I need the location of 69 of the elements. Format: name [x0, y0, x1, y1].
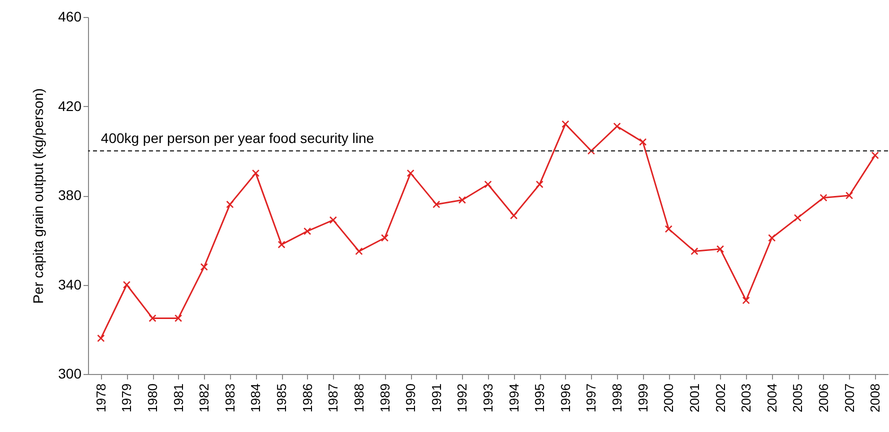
x-tick-label: 1996 — [558, 384, 573, 412]
point — [380, 234, 389, 242]
x-tick-label: 2004 — [764, 384, 780, 412]
x-tick-label: 1997 — [584, 384, 599, 412]
point — [174, 314, 182, 322]
x-tick-label: 2007 — [842, 384, 857, 412]
point — [664, 225, 672, 233]
x-tick-label: 1978 — [93, 384, 108, 412]
x-tick-label: 1994 — [506, 384, 522, 412]
x-tick-label: 1983 — [222, 384, 238, 412]
x-tick-label: 1993 — [480, 384, 496, 412]
point — [252, 169, 260, 177]
point — [562, 120, 570, 128]
x-tick-label: 1991 — [428, 384, 444, 412]
point — [536, 180, 544, 188]
point — [355, 247, 363, 256]
point — [304, 227, 312, 236]
point — [510, 212, 518, 220]
x-tick-label: 1988 — [351, 384, 366, 412]
point — [200, 263, 208, 271]
point — [742, 296, 750, 304]
x-tick-label: 1999 — [635, 384, 650, 412]
x-tick-label: 2002 — [712, 384, 728, 412]
x-tick-label: 2001 — [686, 384, 702, 412]
x-tick-label: 2003 — [738, 384, 754, 412]
point — [768, 234, 776, 242]
x-tick-label: 2005 — [790, 384, 806, 412]
x-tick-label: 1995 — [532, 384, 548, 412]
x-tick-label: 2006 — [816, 384, 831, 412]
point — [639, 138, 647, 146]
point — [458, 196, 466, 204]
point — [716, 245, 724, 253]
point — [406, 169, 414, 177]
point — [820, 194, 828, 202]
x-tick-label: 1986 — [300, 384, 315, 412]
y-tick-label: 460 — [58, 8, 82, 24]
x-tick-label: 1980 — [145, 384, 160, 412]
point — [794, 214, 802, 222]
x-tick-label: 1998 — [610, 384, 625, 412]
y-axis-title: Per capita grain output (kg/person) — [30, 88, 46, 304]
point — [148, 314, 156, 322]
point — [278, 240, 286, 248]
point — [845, 192, 854, 200]
point — [97, 334, 105, 342]
x-tick-label: 1982 — [196, 384, 212, 412]
x-tick-label: 1984 — [248, 384, 264, 412]
point — [587, 147, 596, 155]
point — [613, 122, 621, 130]
y-tick-label: 420 — [58, 98, 82, 114]
y-tick-label: 300 — [58, 366, 82, 382]
y-tick-label: 380 — [58, 187, 82, 203]
point — [484, 180, 492, 188]
point — [226, 200, 234, 208]
x-tick-label: 1992 — [454, 384, 470, 412]
x-tick-label: 1985 — [274, 384, 290, 412]
x-tick-label: 1987 — [326, 384, 341, 412]
point — [690, 247, 698, 256]
x-tick-label: 1989 — [377, 384, 392, 412]
point — [432, 200, 440, 208]
x-tick-label: 1979 — [119, 384, 134, 412]
point — [329, 216, 337, 224]
point — [871, 152, 879, 160]
x-tick-label: 2008 — [868, 384, 883, 412]
ref-line-label: 400kg per person per year food security line — [100, 130, 374, 146]
x-tick-label: 1990 — [403, 384, 418, 412]
x-tick-label: 1981 — [170, 384, 186, 412]
y-tick-label: 340 — [58, 276, 82, 292]
x-tick-label: 2000 — [661, 384, 676, 412]
point — [122, 280, 131, 289]
